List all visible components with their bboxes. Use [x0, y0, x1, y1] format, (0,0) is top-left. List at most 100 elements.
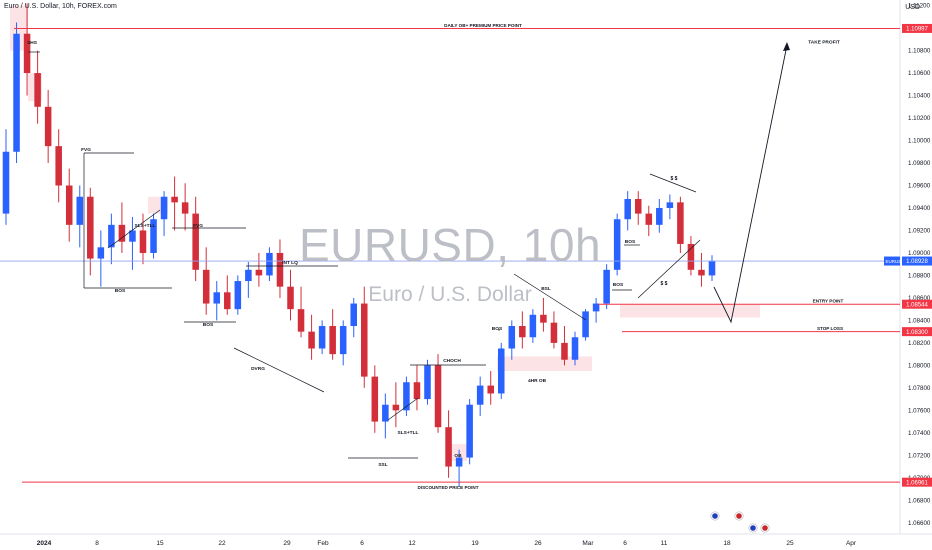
- int-lq-label: INT LQ: [282, 260, 298, 266]
- candle-body: [361, 303, 368, 377]
- candle-body: [603, 269, 610, 304]
- candle-body: [2, 151, 10, 214]
- stop-loss-level-badge: [902, 327, 932, 337]
- y-tick-label: 1.09800: [908, 160, 931, 167]
- candle-body: [382, 404, 389, 422]
- candle-body: [234, 281, 242, 310]
- premium-level-badge: [902, 23, 932, 33]
- candle-body: [571, 337, 579, 360]
- dvrg-label: DVRG: [251, 366, 265, 372]
- candle-body: [613, 219, 621, 270]
- x-tick-label: 2024: [37, 540, 52, 547]
- liquidity-line-bottom: [637, 239, 701, 299]
- candle-body: [318, 326, 326, 349]
- y-tick-label: 1.08400: [908, 317, 931, 324]
- candle-body: [13, 33, 20, 152]
- sls-line-2: [387, 397, 419, 421]
- ssl-label: SSL: [378, 462, 387, 468]
- x-tick-label: 6: [360, 540, 364, 547]
- bos-label-3: BOS: [492, 326, 503, 332]
- candle-body: [666, 202, 674, 208]
- y-tick-label: 1.09000: [908, 250, 931, 257]
- x-tick-label: 25: [786, 540, 794, 547]
- entry-level-badge: [902, 299, 932, 309]
- candle-body: [656, 207, 663, 225]
- y-tick-label: 1.07400: [908, 430, 931, 437]
- watermark-name: Euro / U.S. Dollar: [368, 283, 532, 306]
- x-tick-label: 26: [534, 540, 542, 547]
- x-tick-label: 6: [623, 540, 627, 547]
- arrow-head-icon: [783, 42, 790, 51]
- candle-body: [87, 196, 94, 259]
- discount-level-label: DISCOUNTED PRICE POINT: [418, 485, 479, 490]
- x-tick-label: 11: [661, 540, 668, 547]
- entry-level-badge-value: 1.08544: [906, 302, 928, 308]
- candle-body: [350, 303, 357, 327]
- x-tick-label: Feb: [317, 540, 329, 547]
- ob-label: OB: [454, 453, 462, 459]
- currency-label[interactable]: USD: [905, 4, 920, 11]
- y-tick-label: 1.09400: [908, 205, 931, 212]
- y-tick-label: 1.11200: [908, 3, 930, 10]
- stop-loss-level-badge-value: 1.08300: [906, 330, 928, 336]
- candle-body: [192, 213, 199, 270]
- y-tick-label: 1.09200: [908, 227, 931, 234]
- candle-body: [624, 198, 631, 220]
- candle-body: [445, 427, 452, 467]
- candle-body: [339, 326, 347, 355]
- liquidity-line-top: [649, 173, 697, 193]
- supply-demand-zone: [620, 304, 760, 318]
- candle-body: [550, 322, 558, 343]
- liquidity-label-top: $ $: [671, 176, 678, 182]
- premium-level-badge-value: 1.10997: [906, 27, 928, 33]
- candle-body: [329, 326, 336, 355]
- y-tick-label: 1.10800: [908, 48, 931, 55]
- candle-body: [434, 365, 442, 428]
- candle-body: [476, 385, 484, 405]
- bos-label-1: BOS: [115, 288, 126, 294]
- candle-body: [202, 269, 210, 304]
- candle-body: [287, 286, 294, 310]
- event-marker-dot: [736, 513, 742, 519]
- sls-label-1: SLS+TLL: [135, 223, 156, 229]
- fvg-label-2: FVG: [193, 223, 203, 229]
- candle-body: [519, 326, 526, 338]
- bos-label-4: BOS: [613, 282, 624, 288]
- symbol-badge-text: EURUSD: [885, 259, 905, 264]
- candle-body: [108, 224, 115, 248]
- projection-path: [713, 44, 788, 324]
- choch-label: CHOCH: [443, 358, 461, 364]
- candle-body: [529, 314, 537, 338]
- flag-us-icon: [734, 511, 744, 521]
- candle-body: [687, 243, 695, 270]
- candle-body: [540, 314, 547, 323]
- candle-body: [634, 198, 642, 214]
- candle-body: [308, 331, 315, 349]
- bsl-label: BSL: [541, 286, 551, 292]
- y-tick-label: 1.06600: [908, 520, 931, 527]
- candle-body: [160, 196, 168, 220]
- candle-body: [392, 404, 400, 411]
- candle-body: [44, 106, 52, 147]
- x-tick-label: 29: [283, 540, 291, 547]
- current-price-badge: [902, 256, 932, 266]
- dvrg-line: [233, 347, 325, 393]
- shs-label: SHS: [27, 40, 38, 46]
- symbol-title[interactable]: Euro / U.S. Dollar, 10h, FOREX.com: [4, 3, 117, 10]
- bsl-line: [513, 273, 587, 321]
- x-tick-label: 15: [156, 540, 164, 547]
- supply-demand-zone: [447, 444, 467, 461]
- symbol-badge: [884, 256, 900, 266]
- x-tick-label: 12: [408, 540, 416, 547]
- candle-body: [266, 252, 273, 276]
- y-tick-label: 1.07200: [908, 452, 931, 459]
- y-tick-label: 1.10400: [908, 93, 931, 100]
- flag-us-icon: [760, 523, 770, 533]
- flag-eu-icon: [748, 523, 758, 533]
- candle-body: [224, 292, 231, 310]
- candle-body: [55, 146, 62, 186]
- y-tick-label: 1.06800: [908, 497, 931, 504]
- y-tick-label: 1.07800: [908, 385, 931, 392]
